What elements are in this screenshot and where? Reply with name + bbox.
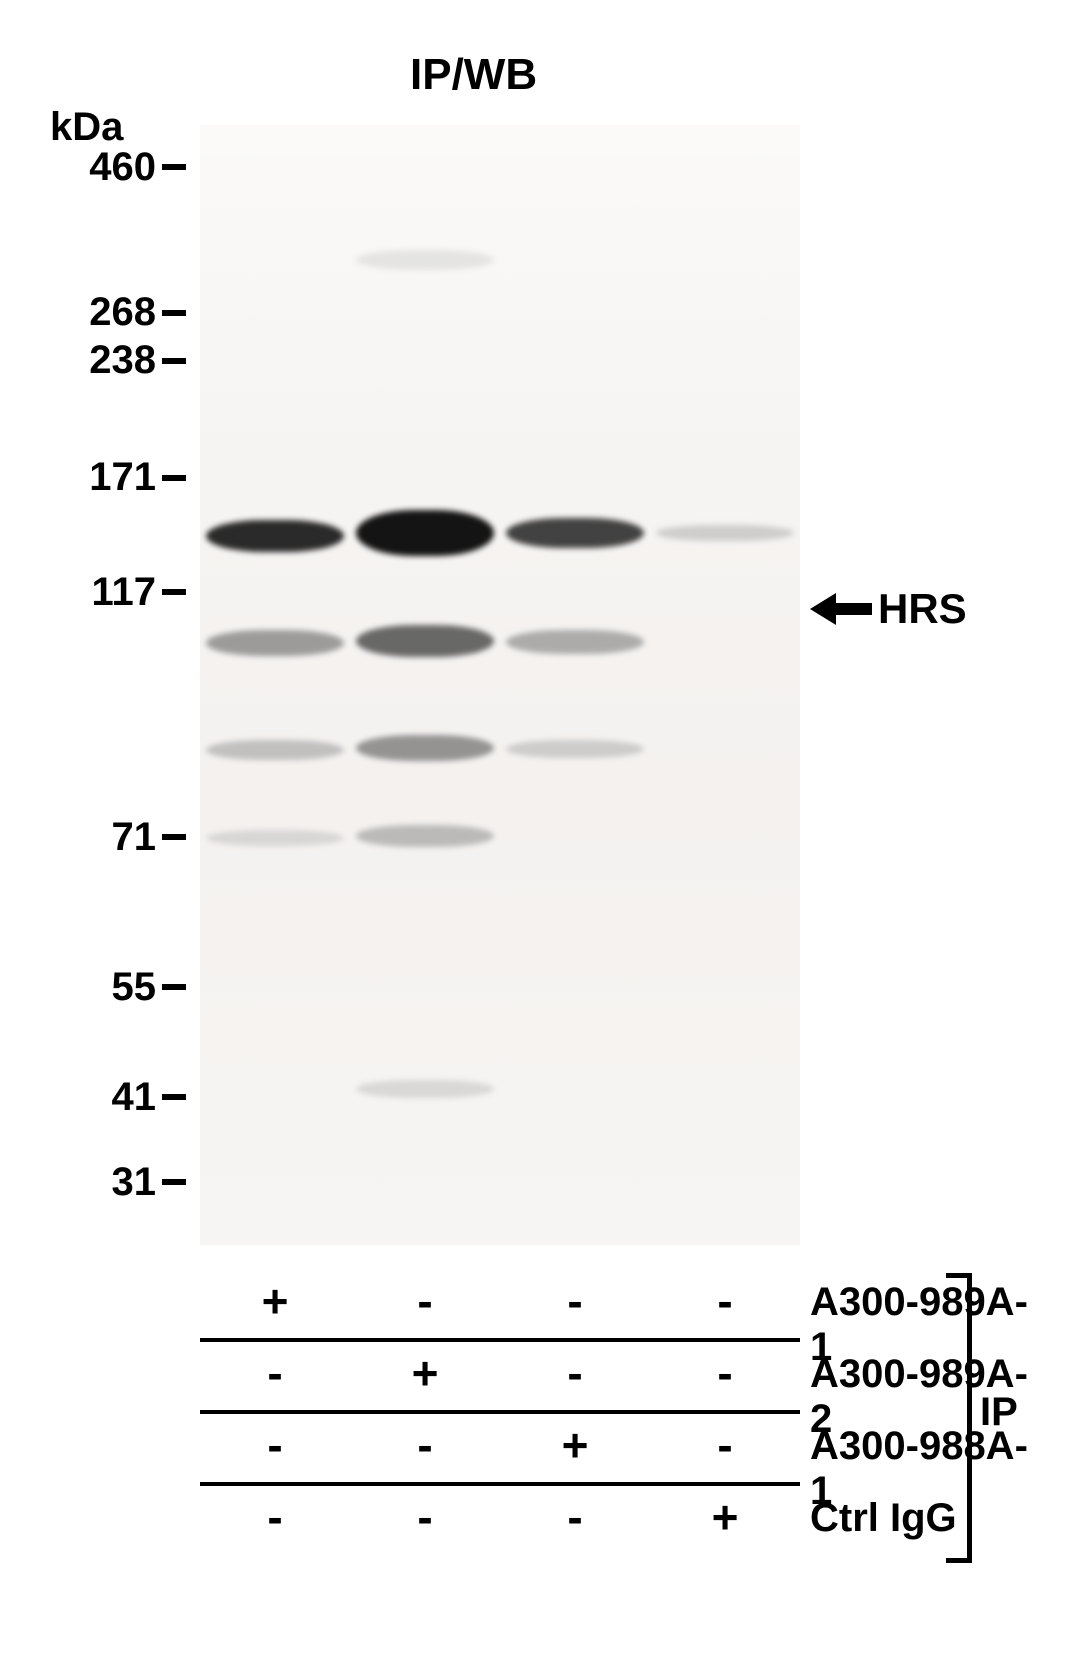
mw-label: 268 xyxy=(46,290,156,335)
ip-sign: + xyxy=(350,1346,500,1400)
band xyxy=(506,518,644,548)
mw-tick xyxy=(162,310,186,316)
mw-tick xyxy=(162,358,186,364)
ip-bracket xyxy=(946,1273,972,1563)
band xyxy=(506,630,644,654)
band xyxy=(656,525,794,541)
ip-sign: - xyxy=(650,1274,800,1328)
band xyxy=(356,735,494,761)
ip-sign: - xyxy=(650,1418,800,1472)
ip-sign: + xyxy=(200,1274,350,1328)
band xyxy=(356,250,494,270)
ip-sign: + xyxy=(650,1490,800,1544)
ip-sign: - xyxy=(350,1418,500,1472)
band xyxy=(206,630,344,656)
ip-sign: - xyxy=(500,1346,650,1400)
target-label: HRS xyxy=(878,585,967,633)
mw-label: 55 xyxy=(46,965,156,1010)
ip-row: -+--A300-989A-2 xyxy=(200,1342,1030,1414)
band xyxy=(356,510,494,556)
unit-label: kDa xyxy=(50,105,123,150)
ip-row: +---A300-989A-1 xyxy=(200,1270,1030,1342)
ip-sign: - xyxy=(350,1274,500,1328)
mw-label: 238 xyxy=(46,338,156,383)
band xyxy=(206,830,344,846)
mw-tick xyxy=(162,1179,186,1185)
figure-title: IP/WB xyxy=(410,50,537,100)
target-band-arrow: HRS xyxy=(810,585,967,633)
ip-sign: - xyxy=(500,1274,650,1328)
mw-label: 171 xyxy=(46,455,156,500)
ip-sign: - xyxy=(200,1418,350,1472)
ip-sign: - xyxy=(200,1490,350,1544)
band xyxy=(356,1080,494,1098)
ip-condition-table: +---A300-989A-1-+--A300-989A-2--+-A300-9… xyxy=(200,1270,1030,1558)
mw-tick xyxy=(162,589,186,595)
figure-container: IP/WB kDa 46026823817111771554131 HRS +-… xyxy=(40,40,1040,1613)
ip-sign: + xyxy=(500,1418,650,1472)
ip-sign: - xyxy=(350,1490,500,1544)
mw-tick xyxy=(162,834,186,840)
band xyxy=(506,740,644,758)
mw-tick xyxy=(162,1094,186,1100)
ip-sign: - xyxy=(200,1346,350,1400)
mw-label: 460 xyxy=(46,145,156,190)
band xyxy=(356,825,494,847)
mw-label: 41 xyxy=(46,1075,156,1120)
blot-area xyxy=(200,125,800,1245)
arrow-left-icon xyxy=(810,589,872,629)
ip-sign: - xyxy=(650,1346,800,1400)
ip-antibody-label: Ctrl IgG xyxy=(810,1496,957,1541)
mw-label: 71 xyxy=(46,815,156,860)
band xyxy=(206,740,344,760)
mw-label: 117 xyxy=(46,570,156,615)
band xyxy=(356,625,494,657)
ip-bracket-label: IP xyxy=(980,1390,1018,1435)
ip-row: --+-A300-988A-1 xyxy=(200,1414,1030,1486)
mw-tick xyxy=(162,475,186,481)
band xyxy=(206,520,344,552)
mw-label: 31 xyxy=(46,1160,156,1205)
mw-tick xyxy=(162,164,186,170)
ip-row: ---+Ctrl IgG xyxy=(200,1486,1030,1558)
ip-sign: - xyxy=(500,1490,650,1544)
mw-tick xyxy=(162,984,186,990)
